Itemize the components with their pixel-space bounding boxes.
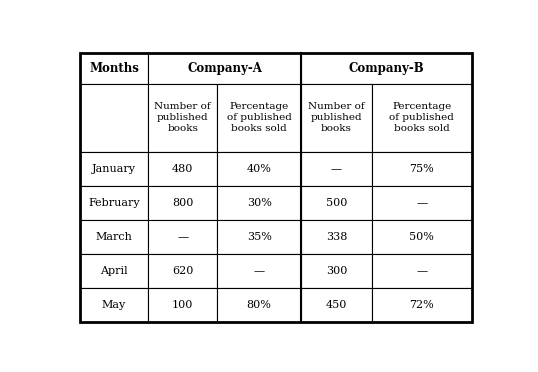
- Text: 338: 338: [326, 232, 347, 242]
- Text: Months: Months: [89, 62, 139, 75]
- Text: 450: 450: [326, 301, 347, 310]
- Text: 480: 480: [172, 164, 193, 174]
- Text: Number of
published
books: Number of published books: [308, 102, 365, 133]
- Text: 80%: 80%: [246, 301, 272, 310]
- Text: January: January: [92, 164, 136, 174]
- Bar: [372, 254, 472, 288]
- Bar: [80, 254, 148, 288]
- Text: 40%: 40%: [246, 164, 272, 174]
- Bar: [80, 186, 148, 220]
- Text: —: —: [416, 198, 427, 208]
- Bar: [372, 152, 472, 186]
- Bar: [80, 152, 148, 186]
- Bar: [148, 220, 217, 254]
- Text: —: —: [416, 266, 427, 276]
- Text: 500: 500: [326, 198, 347, 208]
- Bar: [148, 254, 217, 288]
- Bar: [148, 53, 301, 84]
- Text: Company-A: Company-A: [187, 62, 262, 75]
- Text: 300: 300: [326, 266, 347, 276]
- Bar: [217, 186, 301, 220]
- Text: 72%: 72%: [409, 301, 434, 310]
- Bar: [217, 152, 301, 186]
- Bar: [148, 288, 217, 323]
- Bar: [301, 84, 372, 152]
- Text: —: —: [253, 266, 265, 276]
- Text: March: March: [96, 232, 132, 242]
- Text: Number of
published
books: Number of published books: [154, 102, 211, 133]
- Bar: [301, 254, 372, 288]
- Bar: [301, 53, 472, 84]
- Text: Percentage
of published
books sold: Percentage of published books sold: [226, 102, 292, 133]
- Text: Company-B: Company-B: [349, 62, 424, 75]
- Text: 100: 100: [172, 301, 193, 310]
- Bar: [301, 288, 372, 323]
- Bar: [80, 220, 148, 254]
- Text: 75%: 75%: [409, 164, 434, 174]
- Bar: [148, 186, 217, 220]
- Bar: [148, 152, 217, 186]
- Text: May: May: [102, 301, 126, 310]
- Text: Percentage
of published
books sold: Percentage of published books sold: [390, 102, 454, 133]
- Bar: [217, 84, 301, 152]
- Bar: [80, 53, 148, 84]
- Bar: [372, 220, 472, 254]
- Bar: [372, 84, 472, 152]
- Text: —: —: [331, 164, 342, 174]
- Text: 30%: 30%: [246, 198, 272, 208]
- Bar: [372, 186, 472, 220]
- Text: February: February: [88, 198, 140, 208]
- Bar: [217, 288, 301, 323]
- Text: April: April: [100, 266, 128, 276]
- Bar: [80, 288, 148, 323]
- Bar: [80, 84, 148, 152]
- Bar: [217, 254, 301, 288]
- Text: 800: 800: [172, 198, 193, 208]
- Text: 50%: 50%: [409, 232, 434, 242]
- Text: —: —: [177, 232, 188, 242]
- Text: 620: 620: [172, 266, 193, 276]
- Bar: [217, 220, 301, 254]
- Text: 35%: 35%: [246, 232, 272, 242]
- Bar: [301, 186, 372, 220]
- Bar: [148, 84, 217, 152]
- Bar: [301, 220, 372, 254]
- Bar: [372, 288, 472, 323]
- Bar: [301, 152, 372, 186]
